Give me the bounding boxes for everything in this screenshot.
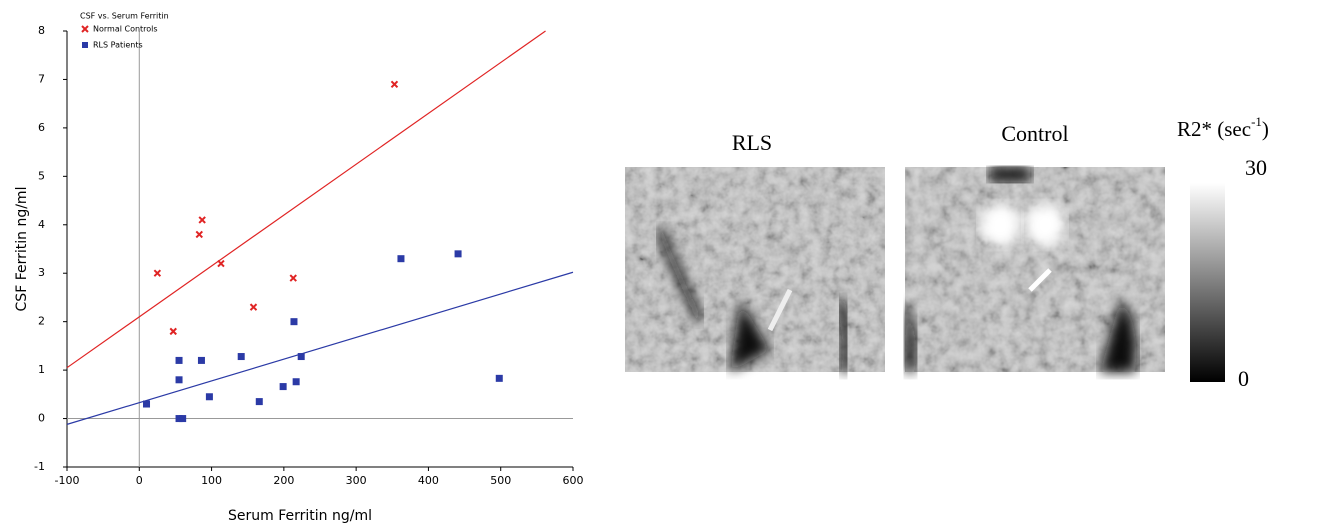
point xyxy=(250,304,256,310)
y-axis-label: CSF Ferritin ng/ml xyxy=(14,187,30,312)
legend-marker xyxy=(82,42,88,48)
mri-rls xyxy=(625,167,885,372)
mri-control xyxy=(905,167,1165,372)
colorbar-title: R2* (sec-1) xyxy=(1177,114,1269,141)
y-tick-label: 6 xyxy=(38,121,45,134)
x-axis-label: Serum Ferritin ng/ml xyxy=(228,508,372,524)
point xyxy=(391,81,397,87)
colorbar-unit: (sec xyxy=(1217,117,1251,141)
x-tick-label: 400 xyxy=(418,474,439,487)
x-tick-label: 0 xyxy=(136,474,143,487)
panel-label: RLS xyxy=(732,130,772,155)
point xyxy=(280,383,287,390)
point xyxy=(290,275,296,281)
point xyxy=(218,261,224,267)
y-tick-label: 0 xyxy=(38,412,45,425)
point xyxy=(256,398,263,405)
trend-line xyxy=(67,31,546,368)
y-tick-label: 5 xyxy=(38,169,45,182)
legend-marker xyxy=(82,26,88,32)
point xyxy=(455,250,462,257)
point xyxy=(238,353,245,360)
y-tick-label: 1 xyxy=(38,363,45,376)
y-tick-label: 3 xyxy=(38,266,45,279)
y-tick-label: 8 xyxy=(38,24,45,37)
y-tick-label: -1 xyxy=(34,460,45,473)
point xyxy=(496,375,503,382)
point xyxy=(290,318,297,325)
point xyxy=(176,376,183,383)
legend-label: RLS Patients xyxy=(93,41,143,50)
page: RLS Control R2* (sec-1) 30 0 CSF vs. Ser… xyxy=(0,0,1320,528)
colorbar-tick: 30 xyxy=(1245,155,1267,180)
x-tick-label: -100 xyxy=(55,474,80,487)
y-tick-label: 4 xyxy=(38,218,45,231)
x-tick-label: 200 xyxy=(273,474,294,487)
point xyxy=(206,393,213,400)
point xyxy=(198,357,205,364)
point xyxy=(293,378,300,385)
point xyxy=(176,357,183,364)
point xyxy=(143,401,150,408)
colorbar-title: R2* xyxy=(1177,117,1217,141)
x-tick-label: 600 xyxy=(563,474,584,487)
point xyxy=(179,415,186,422)
panel-label: Control xyxy=(1001,121,1068,146)
point xyxy=(199,217,205,223)
y-tick-label: 2 xyxy=(38,315,45,328)
point xyxy=(298,353,305,360)
point xyxy=(397,255,404,262)
colorbar-tick: 0 xyxy=(1238,366,1249,391)
colorbar-unit: -1 xyxy=(1251,114,1262,129)
x-tick-label: 300 xyxy=(346,474,367,487)
point xyxy=(196,231,202,237)
y-tick-label: 7 xyxy=(38,72,45,85)
colorbar xyxy=(1190,183,1225,382)
point xyxy=(154,270,160,276)
chart-title: CSF vs. Serum Ferritin xyxy=(80,12,169,21)
x-tick-label: 500 xyxy=(490,474,511,487)
point xyxy=(170,328,176,334)
legend-label: Normal Controls xyxy=(93,25,158,34)
figure: RLS Control R2* (sec-1) 30 0 CSF vs. Ser… xyxy=(0,0,1320,528)
trend-line xyxy=(67,272,573,424)
colorbar-unit: ) xyxy=(1262,117,1269,141)
x-tick-label: 100 xyxy=(201,474,222,487)
